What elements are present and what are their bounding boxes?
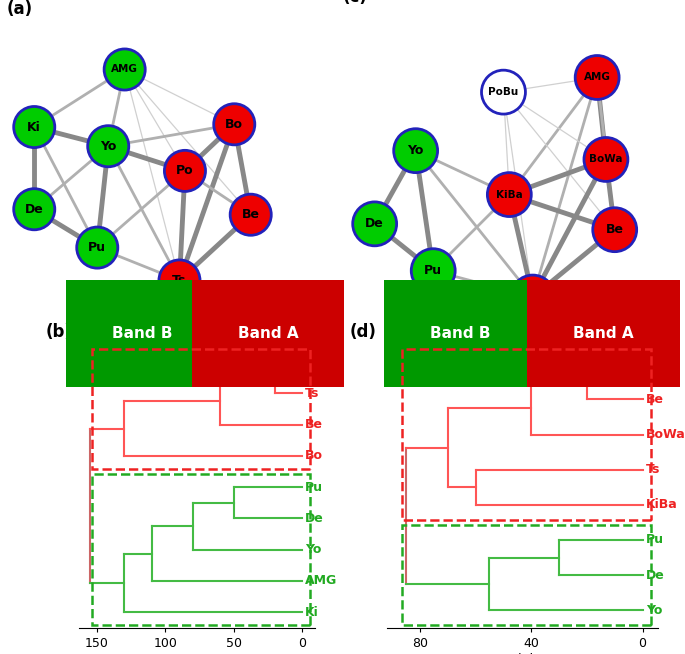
Circle shape [482, 70, 525, 114]
Text: Band B: Band B [112, 326, 173, 341]
Circle shape [584, 137, 628, 181]
Circle shape [593, 208, 636, 252]
Circle shape [77, 227, 118, 268]
Circle shape [511, 275, 555, 319]
Circle shape [88, 126, 129, 167]
Text: Bo: Bo [225, 118, 243, 131]
Circle shape [14, 107, 55, 148]
Text: Ts: Ts [525, 290, 540, 303]
Text: Ts: Ts [306, 387, 320, 400]
Text: Pu: Pu [88, 241, 106, 254]
Bar [92, 349, 310, 469]
Circle shape [394, 129, 438, 173]
Text: De: De [365, 217, 384, 230]
Text: Po: Po [306, 356, 323, 369]
Text: AMG: AMG [111, 65, 138, 75]
Circle shape [214, 104, 255, 145]
Text: Be: Be [606, 223, 624, 236]
Text: Yo: Yo [408, 144, 424, 157]
Text: Pu: Pu [424, 264, 443, 277]
Circle shape [487, 173, 532, 216]
Bar [92, 474, 310, 625]
Text: KiBa: KiBa [496, 190, 523, 199]
Text: Po: Po [176, 164, 194, 177]
Text: PoBu: PoBu [488, 87, 519, 97]
Text: BoWa: BoWa [647, 428, 685, 441]
Text: De: De [25, 203, 44, 216]
Text: Pu: Pu [306, 481, 323, 494]
Text: Yo: Yo [306, 543, 322, 556]
Text: De: De [647, 568, 665, 581]
Text: Yo: Yo [647, 604, 662, 617]
Text: Ts: Ts [173, 274, 186, 287]
Text: Band A: Band A [573, 326, 634, 341]
Circle shape [159, 260, 200, 301]
Text: Band A: Band A [238, 326, 298, 341]
Text: Band B: Band B [429, 326, 490, 341]
Text: Be: Be [647, 393, 664, 406]
Circle shape [575, 56, 619, 99]
Text: (c): (c) [342, 0, 367, 7]
Text: AMG: AMG [584, 73, 610, 82]
Circle shape [230, 194, 271, 235]
Text: De: De [306, 512, 324, 525]
Text: Ki: Ki [306, 606, 319, 619]
Text: BoWa: BoWa [589, 154, 623, 164]
Text: Be: Be [306, 419, 323, 431]
Circle shape [164, 150, 206, 192]
Text: (d): (d) [349, 323, 376, 341]
Circle shape [411, 249, 455, 292]
Text: (b): (b) [46, 323, 73, 341]
Bar [402, 349, 651, 519]
Text: Be: Be [242, 208, 260, 221]
Text: AMG: AMG [306, 574, 338, 587]
Circle shape [353, 202, 397, 246]
Circle shape [104, 49, 145, 90]
Text: Pu: Pu [647, 534, 664, 547]
Text: Ts: Ts [647, 463, 661, 476]
Text: KiBa: KiBa [647, 498, 678, 511]
Bar [402, 525, 651, 625]
Text: Ki: Ki [27, 120, 41, 133]
Text: AMG: AMG [647, 358, 679, 371]
Text: (a): (a) [7, 0, 33, 18]
X-axis label: Height: Height [501, 653, 543, 654]
Text: Bo: Bo [306, 449, 323, 462]
Text: Yo: Yo [100, 140, 116, 153]
Circle shape [14, 189, 55, 230]
